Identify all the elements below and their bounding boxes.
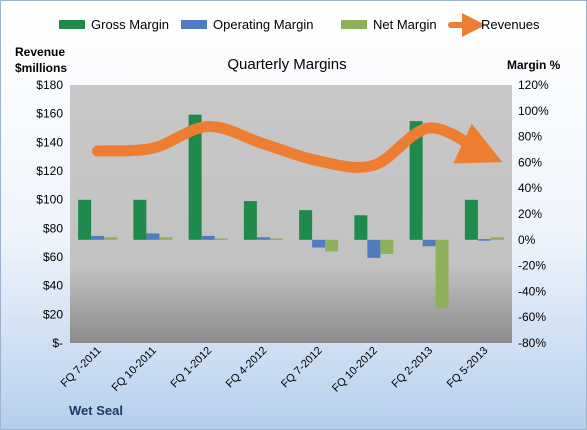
left-tick-label: $40	[43, 279, 63, 293]
category-label: FQ 5-2013	[445, 345, 491, 391]
bar-net-margin	[214, 238, 228, 241]
bar-operating-margin	[477, 239, 491, 241]
revenues-line	[92, 121, 503, 173]
legend-swatch	[59, 20, 85, 29]
category-label: FQ 10-2011	[110, 345, 159, 394]
left-tick-label: $20	[43, 307, 63, 321]
bar-net-margin	[490, 237, 504, 240]
bar-gross-margin	[243, 201, 257, 240]
bar-operating-margin	[256, 237, 270, 240]
category-label: FQ 4-2012	[224, 345, 270, 391]
left-tick-label: $60	[43, 250, 63, 264]
bar-net-margin	[435, 239, 449, 309]
category-label: FQ 7-2011	[59, 345, 104, 390]
chart-title: Quarterly Margins	[227, 56, 346, 73]
right-axis-title: Margin %	[507, 58, 561, 72]
right-tick-label: 20%	[518, 207, 542, 221]
right-tick-label: -60%	[518, 310, 546, 324]
legend-label: Revenues	[481, 17, 540, 32]
bar-gross-margin	[78, 199, 92, 240]
left-tick-label: $160	[36, 107, 63, 121]
bar-net-margin	[104, 237, 118, 240]
bar-gross-margin	[409, 121, 423, 240]
legend: Gross Margin Operating Margin Net Margin Re…	[59, 13, 540, 37]
bar-operating-margin	[367, 239, 381, 258]
right-tick-label: 120%	[518, 78, 549, 92]
legend-swatch	[181, 20, 207, 29]
legend-label: Net Margin	[373, 17, 437, 32]
bar-operating-margin	[91, 235, 105, 240]
bar-operating-margin	[146, 233, 160, 240]
right-tick-label: 100%	[518, 104, 549, 118]
right-tick-label: -80%	[518, 336, 546, 350]
company-name: Wet Seal	[69, 403, 123, 418]
bar-net-margin	[159, 237, 173, 240]
left-axis-title-line2: $millions	[15, 61, 67, 75]
bar-operating-margin	[312, 239, 326, 248]
left-tick-label: $-	[52, 336, 63, 350]
left-tick-label: $120	[36, 164, 63, 178]
category-label: FQ 2-2013	[390, 345, 436, 391]
bar-gross-margin	[354, 215, 368, 240]
right-tick-label: 80%	[518, 130, 542, 144]
legend-swatch	[341, 20, 367, 29]
bar-gross-margin	[299, 210, 313, 240]
legend-label: Operating Margin	[213, 17, 313, 32]
bar-gross-margin	[464, 199, 478, 240]
bar-net-margin	[325, 239, 339, 252]
bar-operating-margin	[201, 235, 215, 240]
bar-operating-margin	[422, 239, 436, 247]
left-tick-label: $140	[36, 135, 63, 149]
right-tick-label: -40%	[518, 284, 546, 298]
right-tick-label: -20%	[518, 259, 546, 273]
left-axis-title-line1: Revenue	[15, 45, 65, 59]
right-tick-label: 60%	[518, 155, 542, 169]
right-tick-label: 40%	[518, 181, 542, 195]
bar-gross-margin	[133, 199, 147, 240]
bar-net-margin	[269, 238, 283, 241]
legend-label: Gross Margin	[91, 17, 169, 32]
left-tick-label: $100	[36, 193, 63, 207]
bar-net-margin	[380, 239, 394, 254]
category-label: FQ 10-2012	[330, 345, 380, 395]
left-tick-label: $180	[36, 78, 63, 92]
category-label: FQ 7-2012	[279, 345, 325, 391]
right-tick-label: 0%	[518, 233, 536, 247]
category-label: FQ 1-2012	[169, 345, 215, 391]
left-tick-label: $80	[43, 221, 63, 235]
bar-gross-margin	[188, 114, 202, 240]
